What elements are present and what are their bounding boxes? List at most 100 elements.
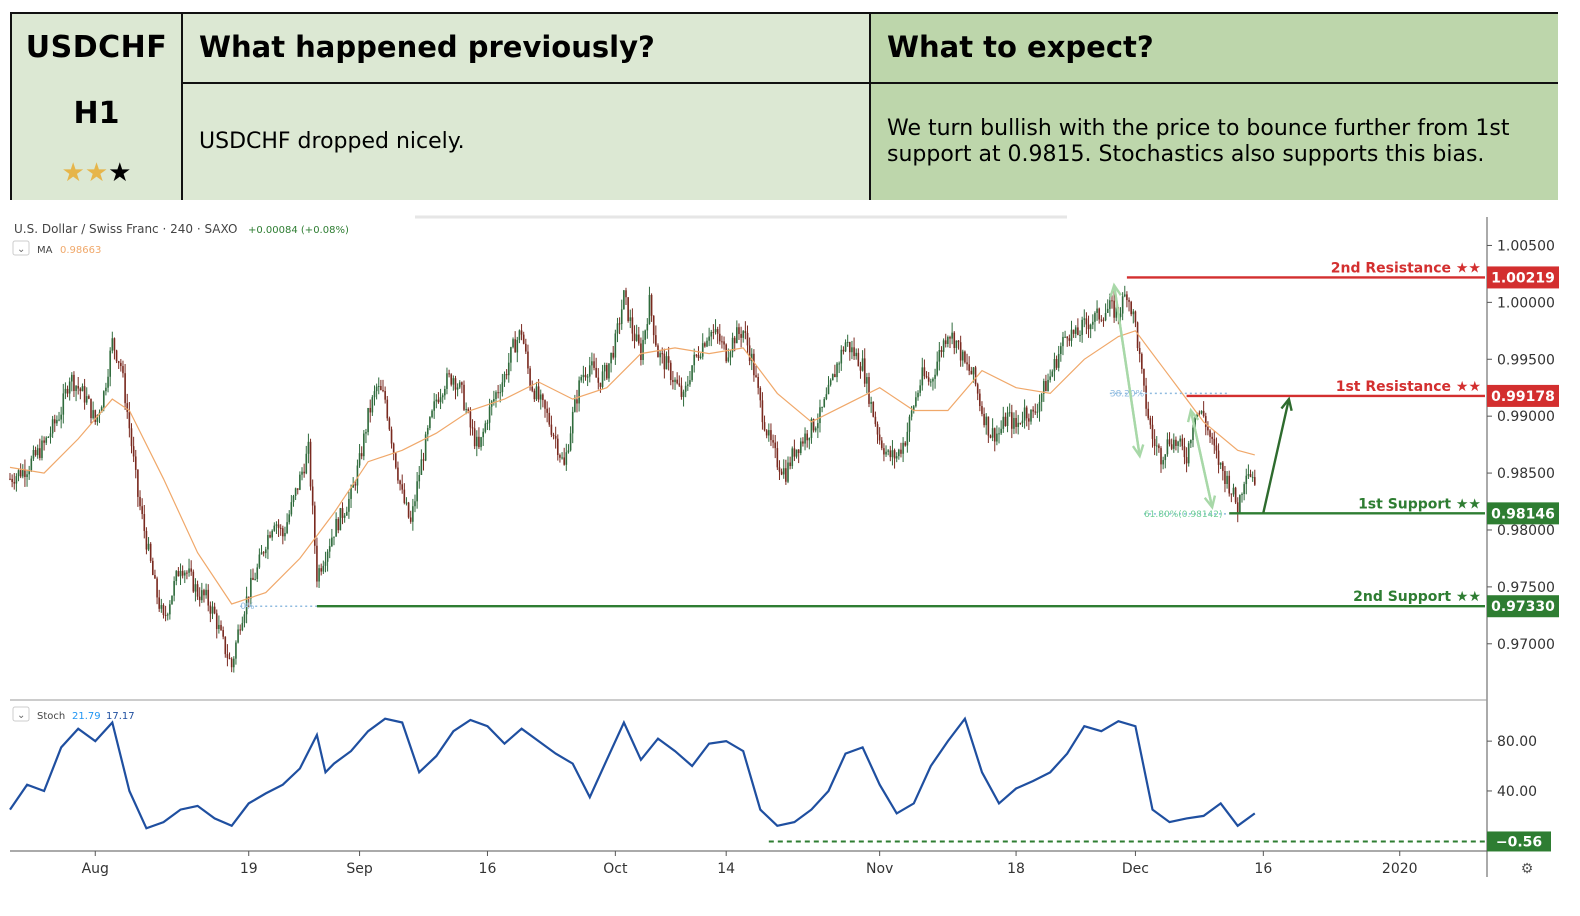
candle-body (755, 375, 757, 377)
candle-body (100, 407, 103, 413)
candle-body (1085, 318, 1088, 325)
gear-icon[interactable]: ⚙ (1521, 861, 1534, 877)
candle-body (36, 448, 39, 456)
candle-body (256, 567, 259, 579)
fibonacci-levels: 38.20% 61.80%(0.98142) 0% (240, 389, 1230, 612)
level-price-label: 1.00219 (1491, 270, 1555, 286)
candle-body (333, 536, 335, 538)
candle-body (469, 411, 472, 428)
candle-body (623, 290, 625, 310)
candle-body (989, 435, 992, 438)
candle-body (661, 353, 664, 355)
candle-body (1134, 311, 1137, 323)
time-tick-label: Oct (603, 861, 628, 877)
stoch-last-tag (1487, 831, 1551, 852)
candle-body (105, 387, 107, 392)
level-name: 2nd Support ★★ (1353, 589, 1481, 605)
candle-body (286, 522, 288, 534)
ma-legend-value: 0.98663 (60, 245, 101, 256)
candle-body (1213, 438, 1216, 446)
candle-body (522, 334, 525, 344)
candle-body (377, 386, 380, 388)
candle-body (804, 433, 806, 444)
candle-body (974, 367, 977, 385)
arrow-head (1131, 444, 1145, 459)
candle-body (348, 498, 350, 512)
candle-body (1028, 418, 1030, 422)
candle-body (475, 436, 478, 447)
candle-body (1194, 416, 1196, 428)
candle-body (85, 396, 88, 403)
candle-body (742, 331, 745, 338)
candle-body (1021, 420, 1024, 424)
time-tick-label: 16 (1254, 861, 1272, 877)
candle-body (883, 448, 885, 455)
candle-body (868, 377, 870, 404)
candle-body (618, 323, 621, 325)
candle-body (891, 450, 894, 458)
candle-body (902, 442, 904, 454)
candle-body (198, 596, 201, 601)
candle-body (765, 430, 768, 436)
candle-body (627, 297, 629, 321)
timeframe-label: H1 (73, 96, 120, 131)
candle-body (60, 414, 62, 420)
candle-body (1185, 457, 1188, 464)
candle-body (218, 624, 220, 629)
candle-body (269, 535, 271, 538)
candle-body (68, 381, 71, 394)
chevron-down-icon[interactable]: ⌄ (17, 244, 25, 255)
candle-body (1019, 422, 1022, 424)
candle-body (915, 397, 917, 407)
candle-body (201, 590, 203, 601)
chevron-down-icon[interactable]: ⌄ (17, 710, 25, 721)
candle-body (43, 440, 45, 443)
candle-body (1219, 462, 1222, 465)
candle-body (1106, 308, 1109, 314)
previous-title: What happened previously? (199, 30, 655, 64)
candle-body (1032, 409, 1034, 412)
candle-body (422, 459, 425, 461)
candle-body (597, 377, 600, 383)
candle-body (1049, 376, 1051, 380)
candle-body (1077, 327, 1079, 335)
candle-body (514, 339, 516, 353)
candle-body (160, 605, 163, 609)
price-chart[interactable]: U.S. Dollar / Swiss Franc · 240 · SAXO +… (0, 205, 1580, 905)
candle-body (437, 399, 440, 403)
candle-body (294, 488, 297, 496)
candle-body (1030, 409, 1032, 422)
candle-body (454, 378, 457, 390)
candle-body (859, 366, 862, 371)
candle-body (991, 428, 994, 438)
candle-body (780, 471, 783, 475)
candle-body (942, 340, 945, 352)
candle-body (247, 596, 250, 599)
candle-body (1232, 487, 1235, 495)
candle-body (71, 374, 73, 382)
candle-body (1045, 381, 1047, 392)
candle-body (1222, 462, 1224, 471)
candle-body (1002, 416, 1005, 429)
candle-body (672, 379, 674, 383)
candle-body (693, 354, 696, 366)
candle-body (458, 382, 461, 388)
candle-body (1128, 300, 1130, 302)
candle-body (288, 514, 291, 523)
candle-body (188, 568, 190, 573)
candle-body (787, 462, 789, 482)
candle-body (795, 449, 798, 457)
candle-body (137, 469, 139, 497)
ma-collapse-button[interactable] (12, 240, 30, 256)
candle-body (401, 484, 404, 490)
candle-body (183, 572, 186, 576)
candle-body (789, 462, 791, 467)
candle-body (1204, 416, 1207, 428)
candle-body (836, 363, 838, 378)
analysis-header-table: USDCHF H1 ★★★ What happened previously? … (10, 12, 1558, 200)
candle-body (797, 449, 800, 454)
stoch-collapse-button[interactable] (12, 706, 30, 722)
candle-body (644, 330, 646, 340)
candle-body (1100, 319, 1103, 321)
candle-body (113, 338, 116, 351)
